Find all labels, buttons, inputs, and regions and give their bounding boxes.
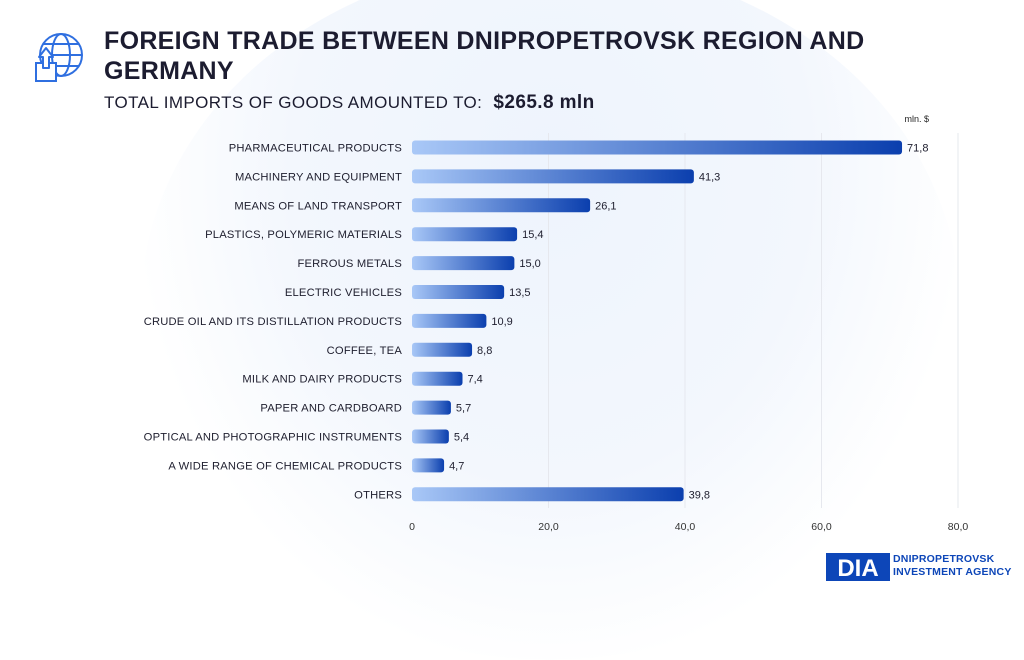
logo-text: DIA — [837, 555, 878, 582]
category-label: PLASTICS, POLYMERIC MATERIALS — [205, 229, 402, 241]
chart-title: FOREIGN TRADE BETWEEN DNIPROPETROVSK REG… — [104, 27, 865, 85]
value-label: 13,5 — [509, 287, 530, 299]
x-tick-label: 0 — [409, 521, 415, 533]
bar — [412, 256, 515, 271]
bar-chart: mln. $ PHARMACEUTICAL PRODUCTS 71,8 MACHIN… — [144, 114, 969, 533]
category-label: A WIDE RANGE OF CHEMICAL PRODUCTS — [168, 460, 402, 472]
bar — [412, 400, 451, 415]
category-label: CRUDE OIL AND ITS DISTILLATION PRODUCTS — [144, 316, 402, 328]
subtitle: TOTAL IMPORTS OF GOODS AMOUNTED TO: $265… — [104, 92, 595, 114]
dia-logo: DIA — [826, 553, 890, 582]
bar — [412, 169, 694, 184]
bar — [412, 285, 505, 299]
bar — [412, 313, 487, 328]
category-label: MACHINERY AND EQUIPMENT — [235, 171, 402, 183]
value-label: 41,3 — [699, 171, 720, 183]
globe-box-icon — [35, 33, 83, 82]
total-imports-value: $265.8 mln — [493, 92, 595, 113]
bar — [412, 227, 518, 242]
unit-label: mln. $ — [904, 114, 929, 124]
category-label: ELECTRIC VEHICLES — [285, 287, 402, 299]
bar — [412, 487, 684, 502]
brand-line-1: DNIPROPETROVSK — [893, 553, 995, 565]
category-label: OTHERS — [354, 489, 402, 501]
bar — [412, 371, 463, 386]
value-label: 15,4 — [522, 229, 543, 241]
category-label: PHARMACEUTICAL PRODUCTS — [229, 143, 402, 155]
x-tick-label: 20,0 — [538, 521, 559, 533]
value-label: 39,8 — [689, 489, 710, 501]
category-label: PAPER AND CARDBOARD — [260, 403, 402, 415]
x-tick-label: 40,0 — [675, 521, 696, 533]
category-label: COFFEE, TEA — [327, 345, 403, 357]
x-tick-label: 80,0 — [948, 521, 969, 533]
brand-line-2: INVESTMENT AGENCY — [893, 566, 1012, 578]
category-label: OPTICAL AND PHOTOGRAPHIC INSTRUMENTS — [144, 432, 402, 444]
value-label: 5,4 — [454, 432, 469, 444]
brand-name: DNIPROPETROVSK INVESTMENT AGENCY — [893, 553, 1012, 579]
value-label: 5,7 — [456, 403, 471, 415]
bar — [412, 198, 591, 213]
value-label: 8,8 — [477, 345, 492, 357]
value-label: 7,4 — [468, 374, 483, 386]
x-tick-label: 60,0 — [811, 521, 832, 533]
category-label: MILK AND DAIRY PRODUCTS — [242, 374, 402, 386]
bar — [412, 429, 449, 444]
category-label: FERROUS METALS — [297, 258, 402, 270]
background-shape — [140, 0, 960, 660]
bar — [412, 342, 473, 357]
value-label: 15,0 — [519, 258, 540, 270]
bar — [412, 140, 903, 155]
value-label: 4,7 — [449, 460, 464, 472]
category-label: MEANS OF LAND TRANSPORT — [234, 200, 402, 212]
subtitle-prefix: TOTAL IMPORTS OF GOODS AMOUNTED TO: — [104, 93, 483, 112]
value-label: 71,8 — [907, 143, 928, 155]
value-label: 26,1 — [595, 200, 616, 212]
value-label: 10,9 — [491, 316, 512, 328]
bar — [412, 458, 445, 473]
